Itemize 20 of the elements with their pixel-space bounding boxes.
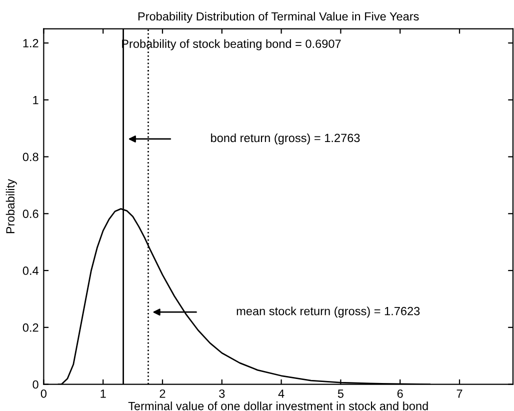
y-tick-label: 0.6 (22, 210, 38, 218)
x-tick-label: 3 (219, 389, 225, 398)
x-tick-label: 1 (100, 390, 106, 398)
x-tick-label: 2 (160, 389, 166, 398)
x-tick-label: 0 (40, 389, 47, 398)
y-tick-label: 1 (33, 96, 38, 104)
y-tick-label: 0 (32, 380, 38, 389)
y-tick-label: 0.2 (22, 323, 38, 332)
x-tick-label: 7 (456, 390, 462, 398)
y-tick-label: 0.8 (22, 152, 38, 162)
y-tick-label: 0.4 (22, 266, 38, 275)
annotation: mean stock return (gross) = 1.7623 (236, 306, 420, 318)
y-tick-label: 1.2 (23, 39, 38, 48)
x-tick-label: 5 (338, 390, 344, 398)
annotation: bond return (gross) = 1.2763 (211, 133, 360, 144)
x-tick-label: 4 (278, 390, 284, 398)
y-axis-title: Probability (6, 178, 17, 234)
chart-title: Probability Distribution of Terminal Value in Five Years (138, 12, 419, 23)
x-tick-label: 6 (397, 389, 403, 398)
x-axis-title: Terminal value of one dollar investment in stock and bond (128, 402, 428, 410)
